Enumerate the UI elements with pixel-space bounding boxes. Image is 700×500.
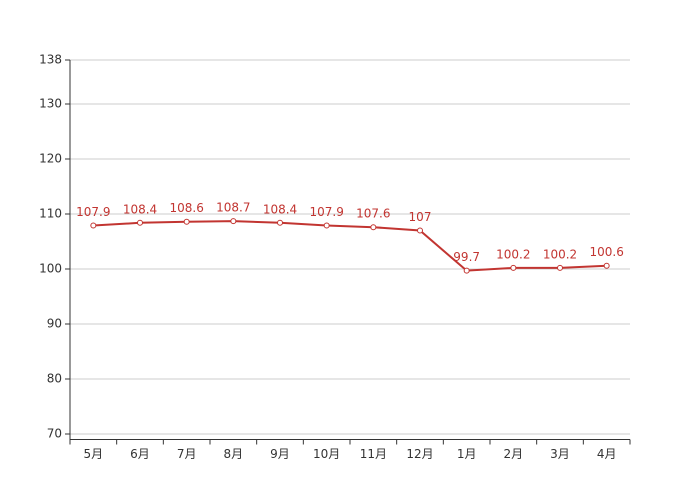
value-label: 107 [409,210,432,224]
y-tick-label: 70 [47,427,62,441]
y-tick-label: 130 [39,97,62,111]
x-tick-label: 11月 [360,447,387,461]
value-label: 100.6 [589,245,623,259]
y-tick-label: 138 [39,53,62,67]
x-tick-label: 6月 [130,447,150,461]
x-tick-label: 12月 [406,447,433,461]
x-tick-label: 3月 [550,447,570,461]
y-tick-label: 90 [47,317,62,331]
point [510,264,517,271]
x-tick-label: 7月 [177,447,197,461]
value-label: 108.6 [169,201,203,215]
point [603,262,610,269]
value-label: 107.9 [309,205,343,219]
x-tick-label: 2月 [504,447,524,461]
point [323,222,330,229]
value-label: 108.4 [263,202,297,216]
value-label: 100.2 [543,247,577,261]
point [463,267,470,274]
point [90,222,97,229]
y-tick-label: 100 [39,262,62,276]
x-tick-label: 4月 [597,447,617,461]
y-tick-label: 110 [39,207,62,221]
x-tick-label: 8月 [224,447,244,461]
point [557,264,563,271]
value-label: 107.9 [76,205,110,219]
y-tick-label: 120 [39,152,62,166]
y-tick-label: 80 [47,372,62,386]
point [230,218,237,225]
line [93,220,607,272]
point [277,219,283,226]
x-tick-label: 10月 [313,447,340,461]
point [417,227,423,234]
x-tick-label: 1月 [457,447,477,461]
value-label: 99.7 [453,250,480,264]
value-label: 108.7 [216,201,250,215]
x-tick-label: 9月 [270,447,290,461]
value-label: 100.2 [496,247,530,261]
value-label: 108.4 [123,202,157,216]
point [370,224,377,231]
value-label: 107.6 [356,207,390,221]
x-tick-label: 5月 [84,447,104,461]
point [183,218,190,225]
point [137,219,143,226]
